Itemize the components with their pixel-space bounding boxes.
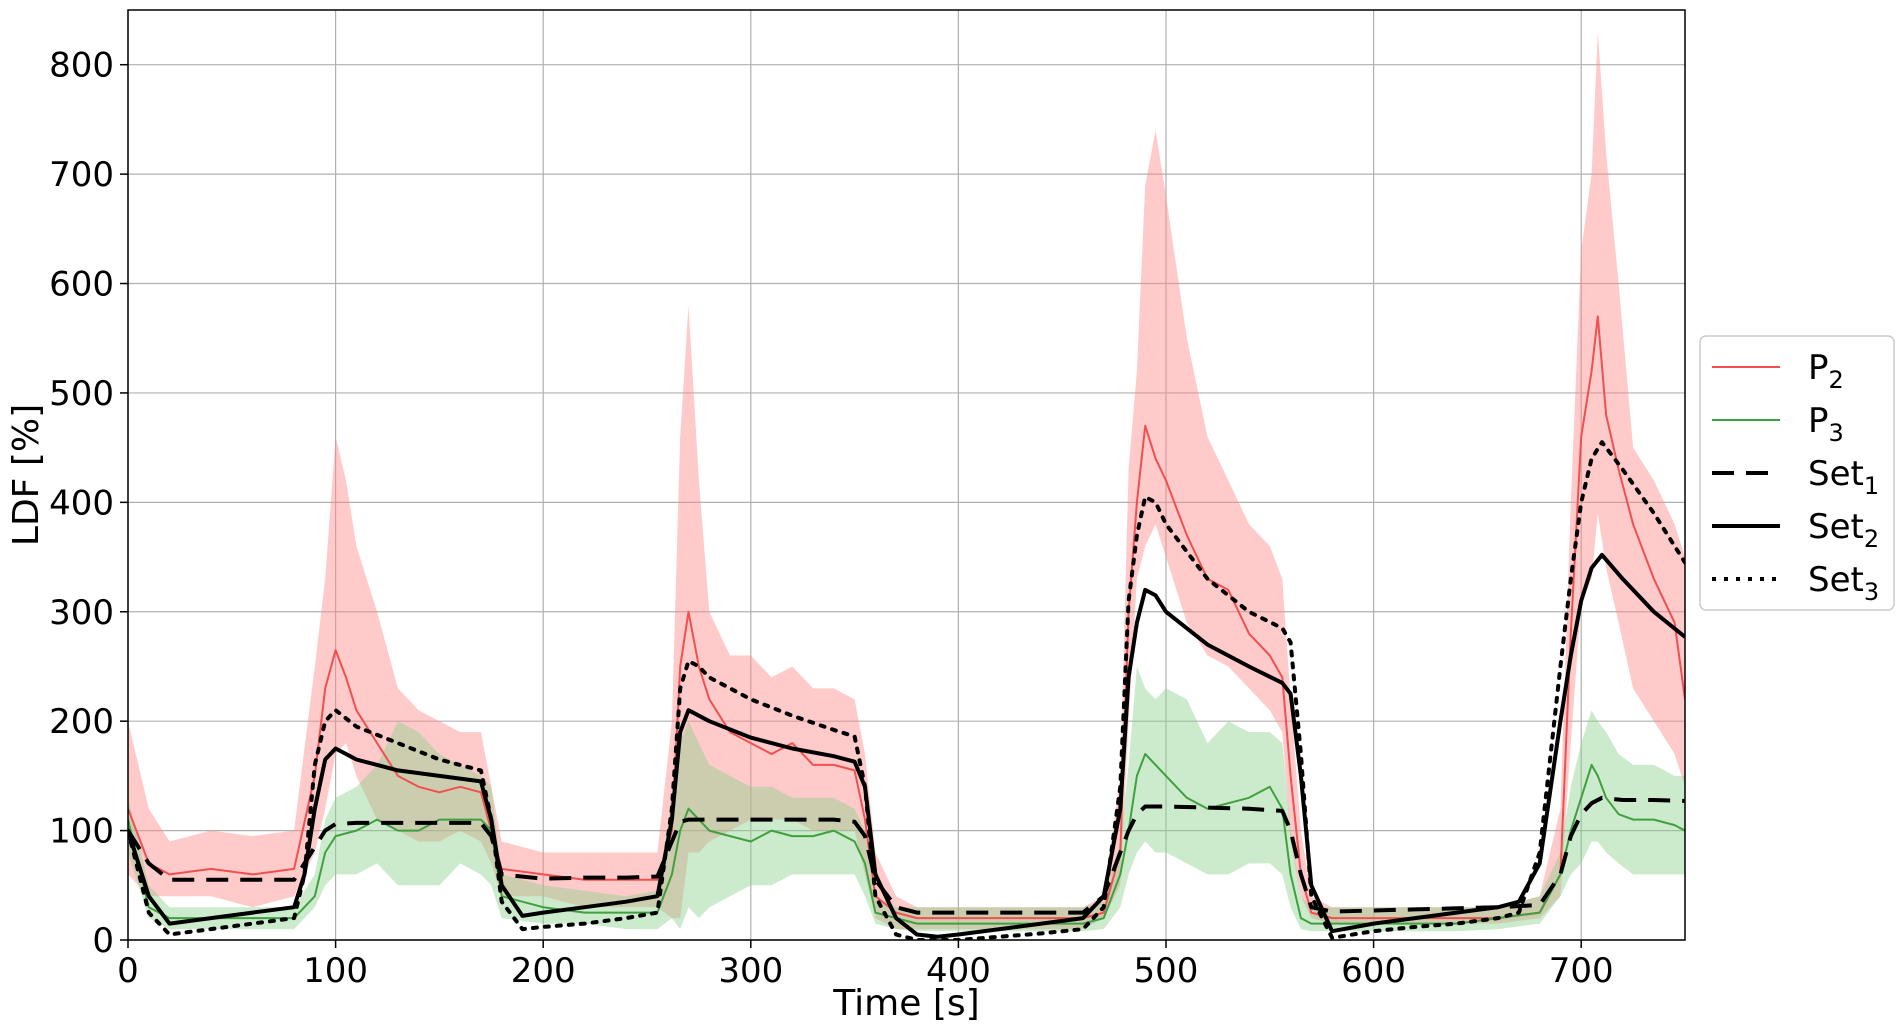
x-tick-label-500: 500 xyxy=(1134,951,1199,991)
y-tick-label-300: 300 xyxy=(49,593,114,633)
legend-label-p2: P2 xyxy=(1808,348,1844,394)
y-tick-label-500: 500 xyxy=(49,374,114,414)
x-tick-label-600: 600 xyxy=(1341,951,1406,991)
x-tick-label-300: 300 xyxy=(718,951,783,991)
y-tick-label-0: 0 xyxy=(92,921,114,961)
legend-label-set2: Set2 xyxy=(1808,507,1879,553)
x-tick-label-0: 0 xyxy=(117,951,139,991)
y-tick-label-700: 700 xyxy=(49,155,114,195)
y-tick-label-400: 400 xyxy=(49,483,114,523)
legend-box xyxy=(1699,335,1895,611)
legend-label-set1: Set1 xyxy=(1808,454,1879,500)
series-line-p2 xyxy=(128,315,1685,920)
series-line-set2 xyxy=(128,552,1685,939)
x-tick-label-200: 200 xyxy=(511,951,576,991)
x-tick-label-400: 400 xyxy=(926,951,991,991)
legend: P2 P3 Set1 Set2 Set3 xyxy=(1699,335,1895,611)
x-axis-label: Time [s] xyxy=(832,983,979,1024)
y-tick-label-200: 200 xyxy=(49,702,114,742)
x-tick-label-100: 100 xyxy=(303,951,368,991)
y-tick-label-600: 600 xyxy=(49,265,114,305)
variance-bands xyxy=(128,31,1685,932)
band-p3 xyxy=(128,666,1685,932)
plot-frame xyxy=(127,9,1686,941)
series-line-set3 xyxy=(128,440,1685,940)
x-axis-ticks: 0 100 200 300 400 500 600 700 xyxy=(117,940,1614,991)
y-axis-label: LDF [%] xyxy=(6,404,47,546)
series-line-set1 xyxy=(128,795,1685,915)
y-tick-label-800: 800 xyxy=(49,46,114,86)
x-tick-label-700: 700 xyxy=(1549,951,1614,991)
band-p2 xyxy=(128,31,1685,930)
y-axis-ticks: 0 100 200 300 400 500 600 700 800 xyxy=(49,46,128,961)
y-tick-label-100: 100 xyxy=(49,812,114,852)
series-lines xyxy=(128,315,1685,940)
legend-label-set3: Set3 xyxy=(1808,560,1879,606)
legend-label-p3: P3 xyxy=(1808,401,1844,447)
